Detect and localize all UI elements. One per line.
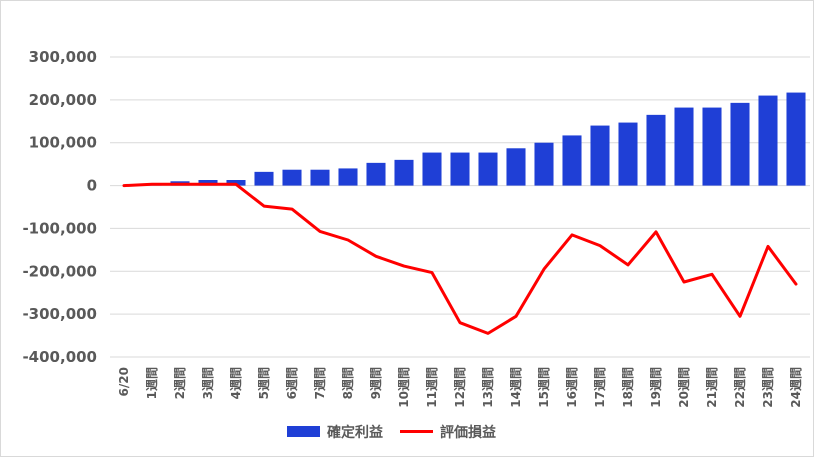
x-tick-label: 20週間 — [676, 367, 691, 408]
x-tick-label: 10週間 — [396, 367, 411, 408]
y-tick-label: 200,000 — [29, 91, 97, 109]
bar — [730, 102, 750, 186]
legend-label-bar: 確定利益 — [327, 424, 383, 441]
bar — [786, 92, 806, 186]
y-tick-label: -200,000 — [22, 262, 97, 280]
legend-label-line: 評価損益 — [440, 424, 496, 441]
gridlines — [110, 56, 810, 358]
legend-swatch-bar — [287, 426, 320, 437]
x-tick-label: 7週間 — [312, 367, 327, 399]
x-tick-label: 18週間 — [620, 367, 635, 408]
bar — [394, 159, 414, 186]
x-tick-label: 22週間 — [732, 367, 747, 408]
x-tick-label: 3週間 — [200, 367, 215, 399]
bar — [534, 142, 554, 186]
y-axis-ticks: 300,000 200,000 100,000 0 -100,000 -200,000 -3… — [22, 48, 97, 366]
x-tick-label: 6/20 — [117, 367, 131, 396]
x-tick-label: 6週間 — [284, 367, 299, 399]
bar — [422, 152, 442, 186]
bar — [226, 180, 246, 186]
y-tick-label: 300,000 — [29, 48, 97, 66]
x-tick-label: 24週間 — [788, 367, 803, 408]
x-tick-label: 13週間 — [480, 367, 495, 408]
x-tick-label: 1週間 — [144, 367, 159, 399]
x-tick-label: 17週間 — [592, 367, 607, 408]
x-tick-label: 16週間 — [564, 367, 579, 408]
x-tick-label: 19週間 — [648, 367, 663, 408]
y-tick-label: -100,000 — [22, 219, 97, 237]
x-tick-label: 5週間 — [256, 367, 271, 399]
bar — [450, 152, 470, 186]
bar — [674, 107, 694, 186]
x-tick-label: 12週間 — [452, 367, 467, 408]
y-tick-label: -300,000 — [22, 305, 97, 323]
bar — [702, 107, 722, 186]
bar-series — [142, 92, 806, 186]
x-tick-label: 2週間 — [172, 367, 187, 399]
bar — [310, 169, 330, 186]
y-tick-label: 0 — [87, 177, 97, 195]
legend: 確定利益 評価損益 — [287, 424, 496, 441]
x-tick-label: 11週間 — [424, 367, 439, 408]
y-tick-label: -400,000 — [22, 348, 97, 366]
x-tick-label: 4週間 — [228, 367, 243, 399]
x-tick-label: 15週間 — [536, 367, 551, 408]
bar — [590, 125, 610, 186]
x-tick-label: 23週間 — [760, 367, 775, 408]
line-series — [122, 182, 798, 335]
bar — [646, 114, 666, 186]
bar — [338, 168, 358, 186]
x-axis-ticks: 6/20 1週間 2週間 3週間 4週間 5週間 6週間 7週間 8週間 9週間 10週間 11週間 1… — [117, 367, 803, 408]
bar — [758, 95, 778, 186]
x-tick-label: 9週間 — [368, 367, 383, 399]
x-tick-label: 8週間 — [340, 367, 355, 399]
y-tick-label: 100,000 — [29, 134, 97, 152]
x-tick-label: 21週間 — [704, 367, 719, 408]
bar — [478, 152, 498, 186]
bar — [198, 180, 218, 186]
bar — [254, 171, 274, 186]
x-tick-label: 14週間 — [508, 367, 523, 408]
bar — [282, 169, 302, 186]
bar — [618, 122, 638, 186]
bar — [366, 162, 386, 186]
bar — [562, 135, 582, 186]
bar — [506, 148, 526, 186]
